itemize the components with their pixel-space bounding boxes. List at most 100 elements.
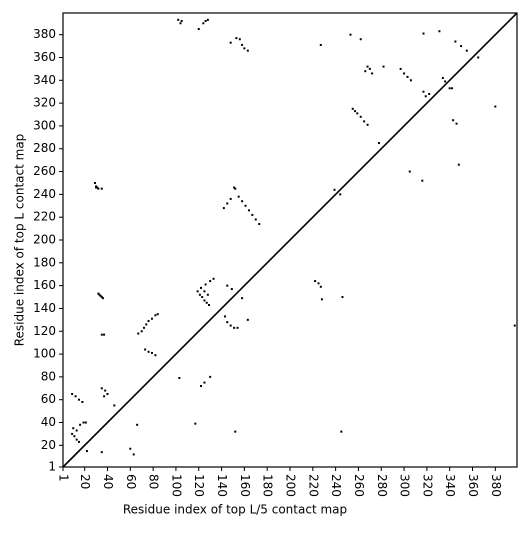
contact-point [422, 32, 425, 35]
contact-point [129, 447, 132, 450]
contact-point [340, 430, 343, 433]
contact-point [200, 286, 203, 289]
contact-point [198, 293, 201, 296]
contact-point [99, 294, 102, 297]
y-tick-label: 260 [33, 164, 56, 178]
contact-point [452, 119, 455, 122]
contact-point [206, 18, 209, 21]
contact-point [244, 204, 247, 207]
y-tick-label: 80 [41, 369, 56, 383]
contact-point [377, 142, 380, 145]
contact-point [234, 430, 237, 433]
contact-point [424, 95, 427, 98]
contact-point [104, 389, 107, 392]
contact-point [75, 429, 78, 432]
contact-point [226, 202, 229, 205]
y-tick-label: 1 [48, 460, 56, 474]
contact-point [233, 326, 236, 329]
contact-point [246, 49, 249, 52]
x-tick-label: 320 [420, 474, 434, 497]
contact-point [96, 186, 99, 189]
y-tick-label: 160 [33, 278, 56, 292]
x-axis-label: Residue index of top L/5 contact map [123, 503, 347, 517]
contact-point [97, 187, 100, 190]
y-tick-label: 240 [33, 187, 56, 201]
contact-point [113, 404, 116, 407]
contact-point [319, 43, 322, 46]
contact-point [97, 292, 100, 295]
contact-point [408, 170, 411, 173]
contact-point [209, 375, 212, 378]
contact-point [212, 277, 215, 280]
x-tick-label: 240 [329, 474, 343, 497]
contact-point [241, 43, 244, 46]
contact-point [457, 163, 460, 166]
contact-point [178, 377, 181, 380]
contact-point [409, 79, 412, 82]
contact-point [359, 38, 362, 41]
contact-point [226, 284, 229, 287]
contact-point [364, 70, 367, 73]
contact-point [81, 400, 84, 403]
contact-point [454, 40, 457, 43]
contact-point [241, 297, 244, 300]
contact-point [72, 427, 75, 430]
contact-point [103, 333, 106, 336]
contact-point [100, 387, 103, 390]
contact-point [428, 92, 431, 95]
contact-point [203, 381, 206, 384]
contact-point [204, 283, 207, 286]
contact-point [351, 107, 354, 110]
y-tick-label: 20 [41, 438, 56, 452]
contact-point [177, 18, 180, 21]
contact-point [73, 435, 76, 438]
contact-point [132, 453, 135, 456]
contact-point [154, 314, 157, 317]
contact-point [206, 293, 209, 296]
contact-point [71, 392, 74, 395]
contact-point [197, 27, 200, 30]
contact-point [319, 285, 322, 288]
y-tick-label: 200 [33, 233, 56, 247]
contact-point [444, 80, 447, 83]
contact-point [194, 422, 197, 425]
contact-point [450, 87, 453, 90]
x-tick-label: 300 [398, 474, 412, 497]
y-tick-label: 120 [33, 324, 56, 338]
x-tick-label: 120 [192, 474, 206, 497]
contact-point [382, 65, 385, 68]
contact-point [100, 296, 103, 299]
contact-point [247, 209, 250, 212]
contact-point [513, 324, 516, 327]
contact-point [196, 290, 199, 293]
contact-point [366, 65, 369, 68]
contact-point [235, 37, 238, 40]
contact-point [202, 22, 205, 25]
contact-point [156, 313, 159, 316]
contact-point [137, 332, 140, 335]
contact-point [251, 213, 254, 216]
y-tick-label: 320 [33, 96, 56, 110]
y-tick-label: 180 [33, 255, 56, 269]
x-tick-label: 60 [124, 474, 138, 489]
contact-point [341, 296, 344, 299]
contact-point [356, 112, 359, 115]
contact-point [82, 421, 85, 424]
x-tick-label: 360 [466, 474, 480, 497]
contact-point [144, 348, 147, 351]
contact-point [339, 193, 342, 196]
x-tick-label: 280 [375, 474, 389, 497]
contact-point [200, 385, 203, 388]
x-tick-label: 140 [215, 474, 229, 497]
contact-point [229, 324, 232, 327]
plot-frame [62, 12, 518, 468]
contact-point [403, 72, 406, 75]
contact-point [223, 315, 226, 318]
contact-point [180, 19, 183, 22]
contact-point [208, 304, 211, 307]
contact-point [93, 181, 96, 184]
contact-point [136, 423, 139, 426]
contact-point [243, 47, 246, 50]
contact-point [359, 115, 362, 118]
